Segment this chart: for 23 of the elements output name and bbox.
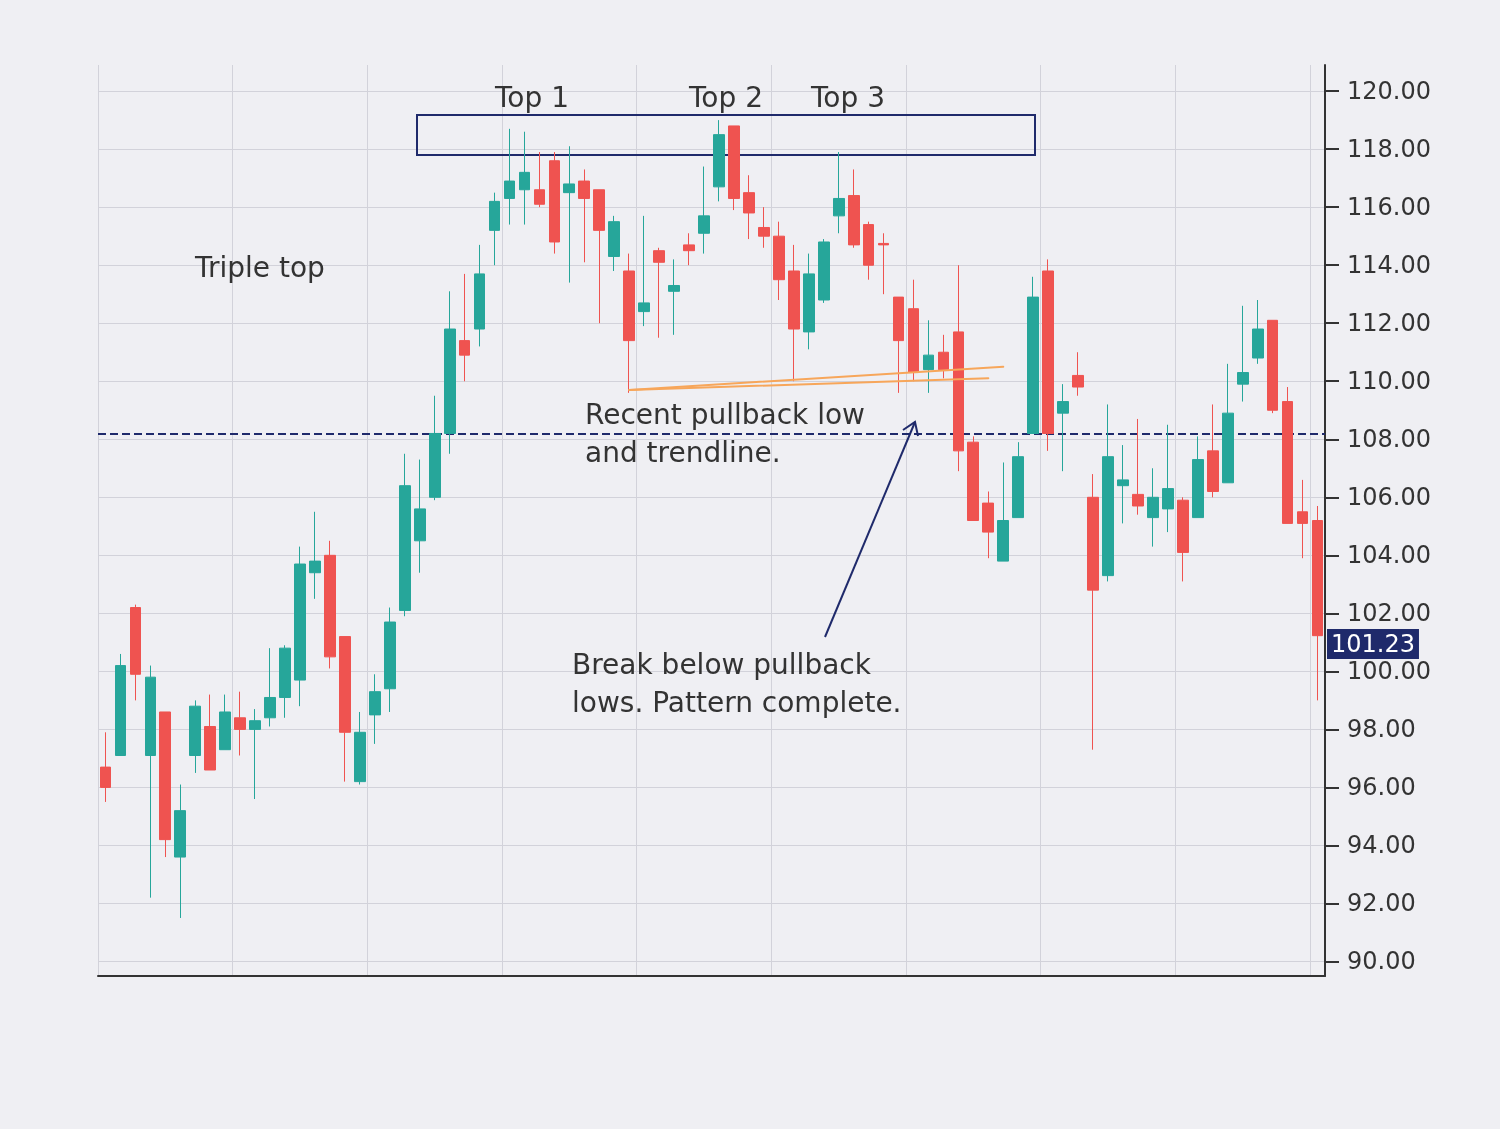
y-tick-label: 102.00 (1347, 599, 1431, 628)
y-tick-label: 96.00 (1347, 773, 1416, 802)
y-tick-label: 118.00 (1347, 135, 1431, 164)
annotation: Triple top (194, 250, 325, 284)
text: 101.23 (1331, 630, 1415, 658)
annotation: Break below pullback lows. Pattern complete. (572, 647, 902, 719)
y-tick-label: 100.00 (1347, 657, 1431, 686)
annotation: Top 1 (494, 80, 569, 114)
annotation: Top 2 (688, 80, 763, 114)
y-tick-label: 98.00 (1347, 715, 1416, 744)
annotation: Top 3 (810, 80, 885, 114)
y-tick-label: 120.00 (1347, 77, 1431, 106)
y-tick-label: 110.00 (1347, 367, 1431, 396)
y-tick-label: 108.00 (1347, 425, 1431, 454)
y-tick-label: 94.00 (1347, 831, 1416, 860)
annotation: Recent pullback low and trendline. (585, 397, 874, 469)
y-tick-label: 104.00 (1347, 541, 1431, 570)
y-tick-label: 114.00 (1347, 251, 1431, 280)
y-tick-label: 92.00 (1347, 889, 1416, 918)
y-tick-label: 90.00 (1347, 947, 1416, 976)
y-tick-label: 112.00 (1347, 309, 1431, 338)
y-tick-label: 106.00 (1347, 483, 1431, 512)
y-tick-label: 116.00 (1347, 193, 1431, 222)
